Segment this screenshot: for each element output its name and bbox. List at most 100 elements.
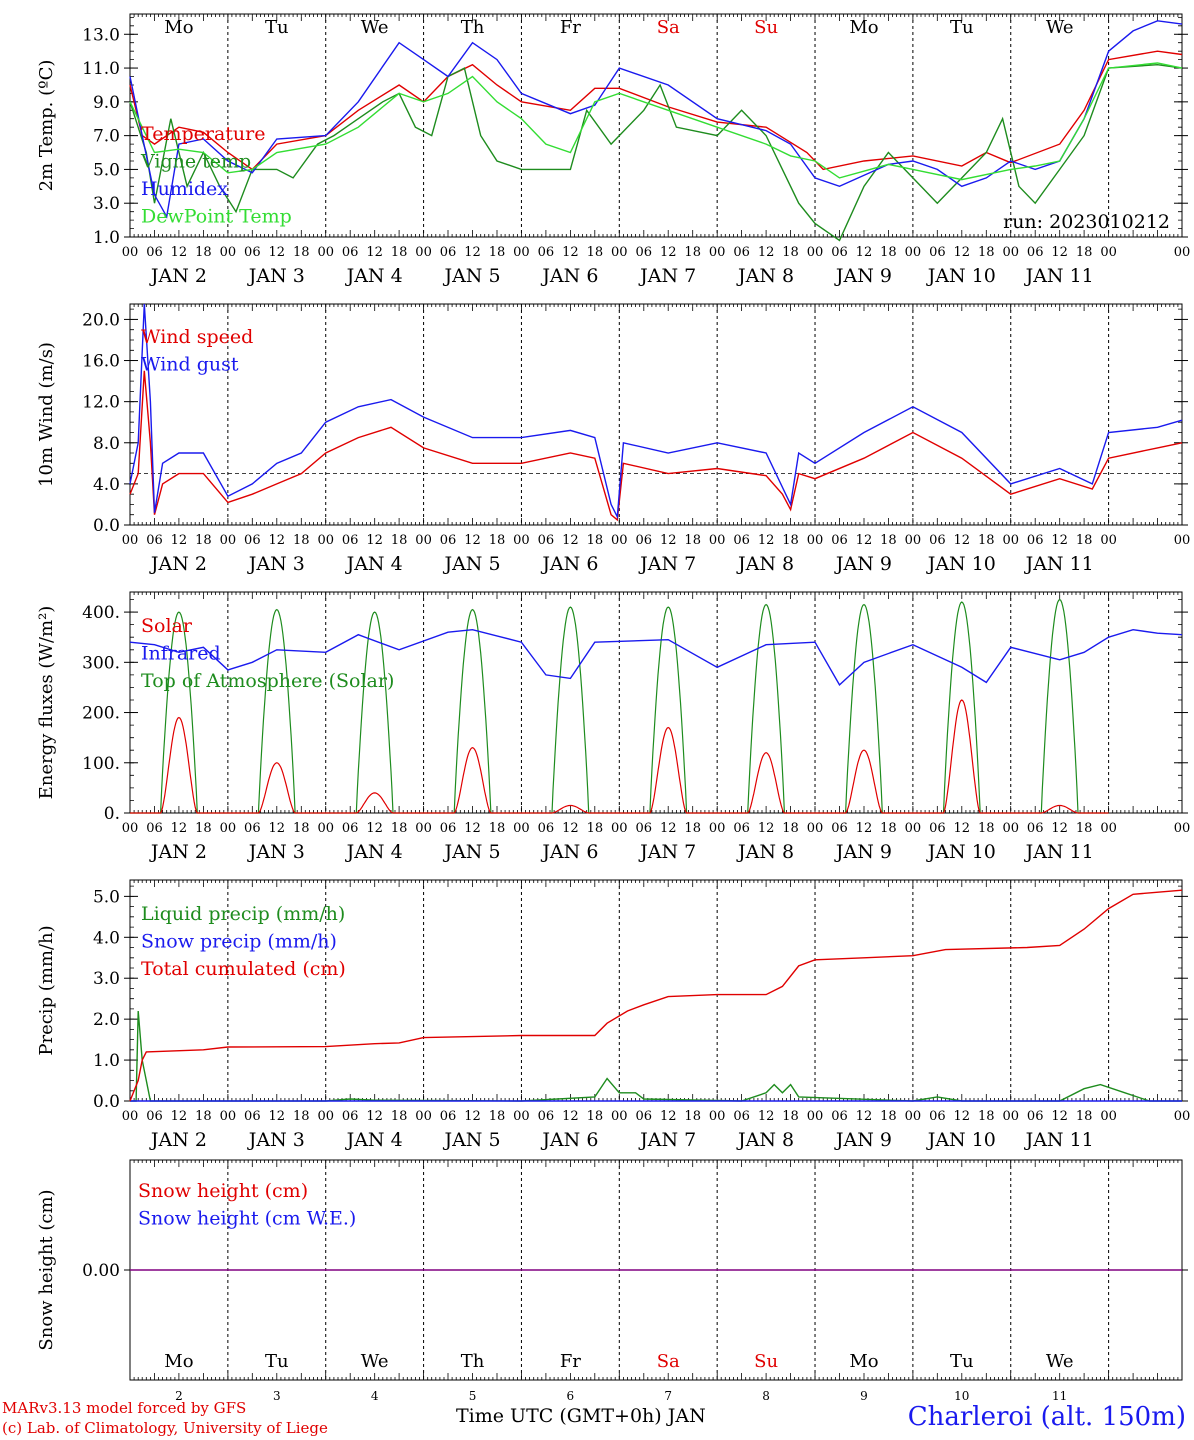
- hour-tick-label: 18: [978, 821, 995, 836]
- hour-tick-label: 06: [244, 1109, 261, 1124]
- date-label: JAN 11: [1024, 841, 1094, 863]
- y-tick-label: 0.00: [82, 1261, 120, 1281]
- hour-tick-label: 00: [1002, 245, 1019, 260]
- hour-tick-label: 12: [269, 245, 286, 260]
- hour-tick-label: 12: [171, 245, 188, 260]
- hour-tick-label: 12: [562, 1109, 579, 1124]
- hour-tick-label: 12: [660, 533, 677, 548]
- day-name-top: Su: [754, 17, 778, 38]
- day-name-bottom: Sa: [657, 1351, 680, 1372]
- hour-tick-label: 06: [1027, 821, 1044, 836]
- date-label: JAN 2: [149, 1129, 207, 1151]
- date-label: JAN 2: [149, 841, 207, 863]
- day-name-top: We: [361, 17, 389, 38]
- hour-tick-label: 18: [195, 1109, 212, 1124]
- legend-entry: Snow height (cm): [138, 1180, 308, 1202]
- hour-tick-label: 12: [464, 1109, 481, 1124]
- hour-tick-label: 00: [220, 1109, 237, 1124]
- hour-tick-label: 06: [831, 245, 848, 260]
- series-temperature: [129, 50, 1183, 171]
- legend-entry: Top of Atmosphere (Solar): [141, 670, 394, 692]
- date-label: JAN 3: [247, 1129, 305, 1151]
- hour-tick-label: 00: [1174, 821, 1191, 836]
- hour-tick-label: 06: [440, 1109, 457, 1124]
- date-label: JAN 6: [540, 841, 598, 863]
- date-label: JAN 7: [638, 265, 696, 287]
- hour-tick-label: 06: [733, 245, 750, 260]
- hour-tick-label: 00: [1100, 821, 1117, 836]
- y-tick-label: 13.0: [82, 25, 120, 45]
- date-label: JAN 10: [926, 1129, 996, 1151]
- y-axis-label: Snow height (cm): [36, 1189, 57, 1350]
- day-name-top: Tu: [265, 17, 289, 38]
- hour-tick-label: 06: [440, 245, 457, 260]
- hour-tick-label: 12: [954, 533, 971, 548]
- hour-tick-label: 12: [856, 245, 873, 260]
- day-name-top: Tu: [950, 17, 974, 38]
- hour-tick-label: 00: [1002, 533, 1019, 548]
- hour-tick-label: 06: [1027, 533, 1044, 548]
- date-label: JAN 3: [247, 553, 305, 575]
- date-label: JAN 4: [345, 1129, 403, 1151]
- hour-tick-label: 00: [513, 245, 530, 260]
- hour-tick-label: 00: [1174, 533, 1191, 548]
- date-label: JAN 4: [345, 265, 403, 287]
- hour-tick-label: 12: [171, 821, 188, 836]
- y-tick-label: 20.0: [82, 310, 120, 330]
- hour-tick-label: 00: [611, 245, 628, 260]
- date-label: JAN 2: [149, 265, 207, 287]
- hour-tick-label: 06: [538, 1109, 555, 1124]
- legend-entry: Total cumulated (cm): [141, 958, 346, 980]
- hour-tick-label: 00: [220, 245, 237, 260]
- hour-tick-label: 12: [464, 245, 481, 260]
- hour-tick-label: 00: [807, 533, 824, 548]
- legend-entry: Snow precip (mm/h): [141, 931, 337, 953]
- y-tick-label: 1.0: [93, 1051, 120, 1071]
- hour-tick-label: 00: [415, 821, 432, 836]
- legend-entry: Humidex: [141, 178, 228, 200]
- hour-tick-label: 06: [146, 245, 163, 260]
- day-name-top: Sa: [657, 17, 680, 38]
- hour-tick-label: 00: [220, 533, 237, 548]
- hour-tick-label: 00: [905, 821, 922, 836]
- hour-tick-label: 06: [733, 1109, 750, 1124]
- hour-tick-label: 18: [391, 821, 408, 836]
- hour-tick-label: 18: [587, 245, 604, 260]
- hour-tick-label: 12: [1051, 245, 1068, 260]
- hour-tick-label: 00: [317, 245, 334, 260]
- hour-tick-label: 18: [1076, 245, 1093, 260]
- hour-tick-label: 18: [684, 245, 701, 260]
- hour-tick-label: 00: [317, 1109, 334, 1124]
- day-number: 9: [860, 1389, 868, 1403]
- date-label: JAN 5: [442, 841, 500, 863]
- hour-tick-label: 18: [391, 1109, 408, 1124]
- hour-tick-label: 06: [1027, 245, 1044, 260]
- hour-tick-label: 18: [293, 1109, 310, 1124]
- hour-tick-label: 12: [758, 533, 775, 548]
- day-name-bottom: Th: [461, 1351, 485, 1372]
- x-ticks: [129, 14, 1183, 237]
- hour-tick-label: 18: [1076, 533, 1093, 548]
- hour-tick-label: 00: [611, 1109, 628, 1124]
- date-label: JAN 6: [540, 1129, 598, 1151]
- hour-tick-label: 06: [733, 821, 750, 836]
- hour-tick-label: 18: [880, 245, 897, 260]
- hour-tick-label: 18: [684, 821, 701, 836]
- hour-tick-label: 18: [782, 245, 799, 260]
- day-number: 3: [273, 1389, 281, 1403]
- series-liquid-precip-mm-h: [130, 1010, 1182, 1102]
- date-label: JAN 7: [638, 1129, 696, 1151]
- hour-tick-label: 06: [440, 533, 457, 548]
- y-tick-label: 5.0: [93, 887, 120, 907]
- hour-tick-label: 18: [293, 533, 310, 548]
- hour-tick-label: 00: [1174, 1109, 1191, 1124]
- run-label: run: 2023010212: [1003, 211, 1170, 233]
- hour-tick-label: 00: [611, 533, 628, 548]
- infrared-series: [129, 628, 1183, 687]
- day-number: 6: [567, 1389, 575, 1403]
- legend-entry: Temperature: [141, 123, 265, 145]
- hour-tick-label: 06: [635, 1109, 652, 1124]
- panel-frame-1: [129, 13, 1183, 238]
- date-label: JAN 5: [442, 265, 500, 287]
